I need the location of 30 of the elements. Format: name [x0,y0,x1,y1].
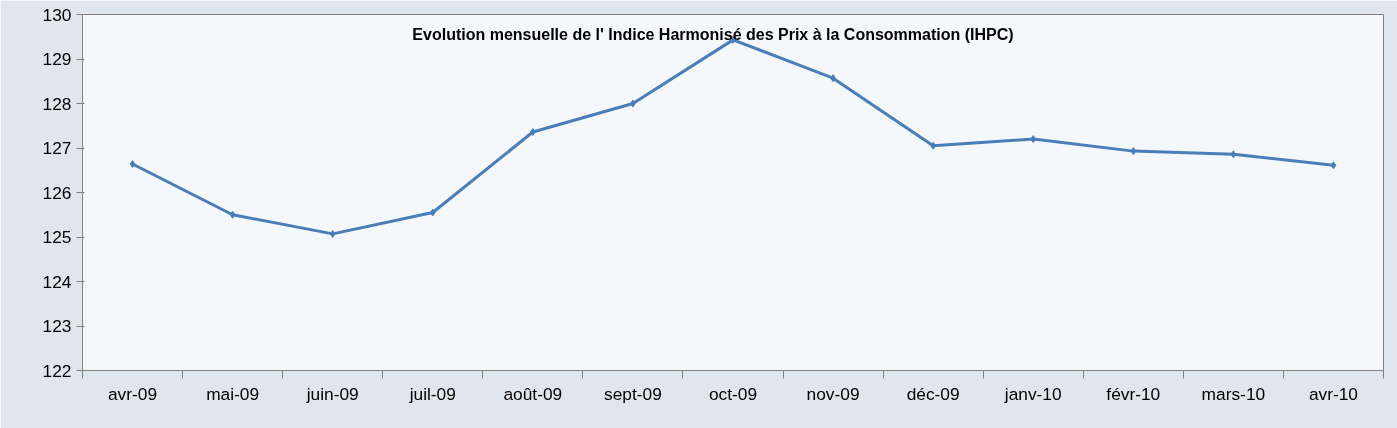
point [1230,150,1237,159]
x-tick-label: août-09 [503,383,563,404]
y-tick-label: 123 [42,316,72,336]
x-tick-label: févr-10 [1106,383,1161,404]
x-tick-label: oct-09 [708,383,758,404]
y-tick-label: 122 [42,360,72,381]
x-tick-label: mars-10 [1201,383,1266,404]
y-tick-label: 128 [42,93,72,114]
point [1130,147,1137,156]
y-tick-label: 127 [42,138,72,158]
text: Evolution mensuelle de l' Indice Harmonisé des Prix à la Consommation (IHPC) [412,25,1014,43]
y-tick-label: 124 [42,271,72,292]
point [129,160,136,169]
y-tick-label: 126 [42,182,72,203]
x-tick-label: mai-09 [206,383,260,404]
x-tick-label: sept-09 [604,383,662,404]
point [329,229,336,238]
x-tick-label: juin-09 [305,383,359,404]
point [1330,161,1337,170]
x-tick-label: juil-09 [408,383,456,404]
x-tick-label: nov-09 [806,383,860,404]
x-tick-label: janv-10 [1003,383,1062,404]
x-tick-label: avr-09 [107,383,158,404]
point [429,208,436,217]
y-tick-label: 130 [42,4,72,25]
x-tick-label: déc-09 [906,383,960,404]
y-tick-label: 125 [42,227,72,247]
point [229,210,236,219]
y-tick-label: 129 [42,49,72,69]
x-tick-label: avr-10 [1308,383,1359,404]
